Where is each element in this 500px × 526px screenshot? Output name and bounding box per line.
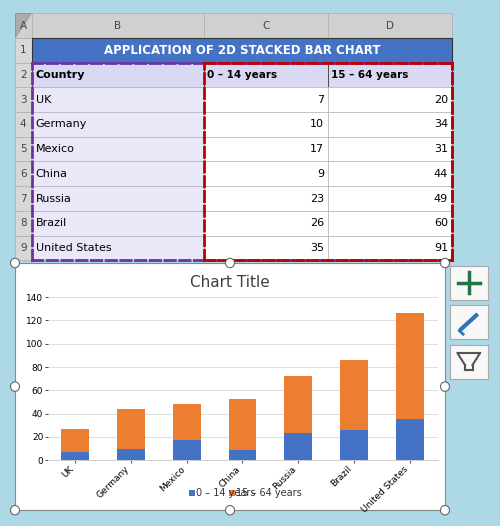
Text: C: C [262,21,270,31]
Bar [62,452,90,460]
Text: 7: 7 [317,95,324,105]
Text: 9: 9 [317,169,324,179]
Text: 31: 31 [434,144,448,154]
Text: 3: 3 [20,95,26,105]
Text: 8: 8 [20,218,26,228]
Bar [340,430,368,460]
Bar [62,429,90,452]
Text: 15 – 64 years: 15 – 64 years [236,488,302,498]
Bar [284,377,312,433]
Text: APPLICATION OF 2D STACKED BAR CHART: APPLICATION OF 2D STACKED BAR CHART [104,44,380,57]
Text: Russia: Russia [36,194,72,204]
Text: 23: 23 [310,194,324,204]
Text: 6: 6 [20,169,26,179]
Text: 0 – 14 years: 0 – 14 years [196,488,256,498]
Text: 2: 2 [20,70,26,80]
Text: 5: 5 [20,144,26,154]
Text: 91: 91 [434,243,448,253]
Text: 17: 17 [310,144,324,154]
Bar [340,360,368,430]
Text: Country: Country [36,70,85,80]
Text: D: D [386,21,394,31]
Text: Brazil: Brazil [36,218,67,228]
Text: 49: 49 [434,194,448,204]
Text: 34: 34 [434,119,448,129]
Bar [117,409,145,449]
Text: 1: 1 [20,45,26,55]
Text: 35: 35 [310,243,324,253]
Text: 26: 26 [310,218,324,228]
Text: United States: United States [36,243,111,253]
Text: Chart Title: Chart Title [190,275,270,290]
Text: 4: 4 [20,119,26,129]
Text: A: A [20,21,27,31]
Text: Germany: Germany [36,119,87,129]
Bar [173,440,201,460]
Text: 15 – 64 years: 15 – 64 years [331,70,408,80]
Bar [173,404,201,440]
Text: 60: 60 [434,218,448,228]
Text: 7: 7 [20,194,26,204]
Text: 44: 44 [434,169,448,179]
Bar [228,399,256,450]
Bar [117,449,145,460]
Bar [228,450,256,460]
Text: UK: UK [36,95,51,105]
Bar [396,313,423,420]
Text: B: B [114,21,122,31]
Text: 10: 10 [310,119,324,129]
Text: Mexico: Mexico [36,144,74,154]
Text: China: China [36,169,68,179]
Bar [396,420,423,460]
Bar [284,433,312,460]
Polygon shape [15,13,32,38]
Text: 0 – 14 years: 0 – 14 years [207,70,277,80]
Text: 9: 9 [20,243,26,253]
Text: 20: 20 [434,95,448,105]
